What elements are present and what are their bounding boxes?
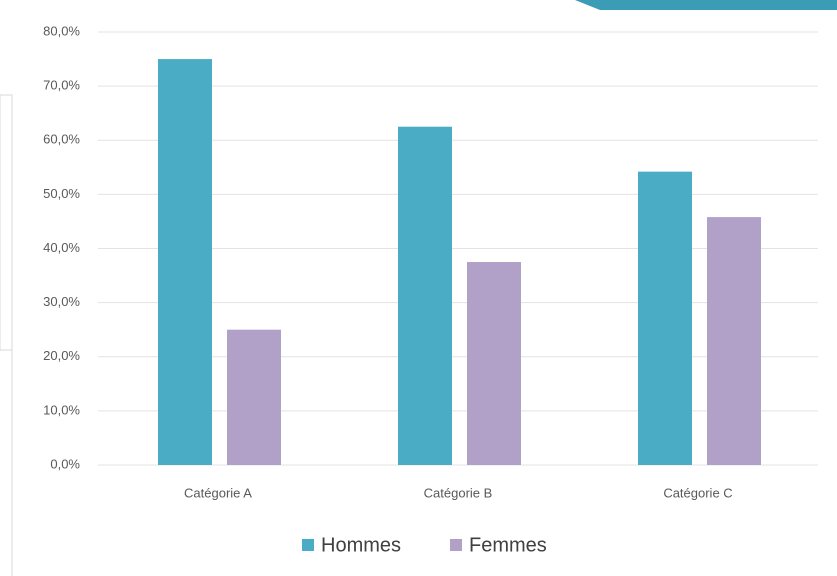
legend-swatch — [450, 539, 462, 551]
y-tick-label: 50,0% — [43, 186, 80, 201]
y-tick-label: 60,0% — [43, 132, 80, 147]
corner-decoration — [575, 0, 837, 10]
y-tick-label: 20,0% — [43, 348, 80, 363]
legend-label: Hommes — [321, 534, 401, 556]
bar — [467, 262, 521, 465]
bar — [638, 171, 692, 465]
bar — [158, 59, 212, 465]
bar — [707, 217, 761, 465]
y-tick-label: 30,0% — [43, 294, 80, 309]
y-tick-label: 40,0% — [43, 240, 80, 255]
x-tick-label: Catégorie A — [184, 485, 252, 500]
y-tick-label: 10,0% — [43, 402, 80, 417]
y-tick-label: 0,0% — [50, 456, 80, 471]
y-tick-label: 80,0% — [43, 23, 80, 38]
legend-label: Femmes — [469, 534, 547, 556]
bar — [398, 126, 452, 465]
bar — [227, 329, 281, 465]
side-panel — [0, 94, 13, 351]
legend-swatch — [302, 539, 314, 551]
x-tick-label: Catégorie C — [663, 485, 732, 500]
y-tick-label: 70,0% — [43, 78, 80, 93]
x-tick-label: Catégorie B — [424, 485, 493, 500]
